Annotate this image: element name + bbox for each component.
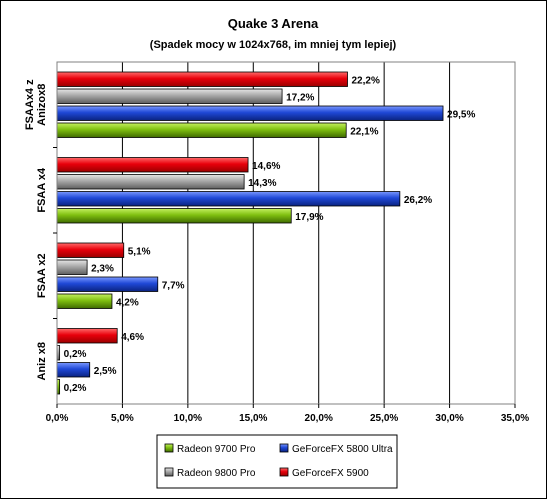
- data-label: 14,3%: [248, 178, 276, 189]
- legend-swatch: [164, 467, 174, 477]
- data-label: 7,7%: [162, 280, 185, 291]
- bar: [56, 293, 113, 309]
- data-label: 22,1%: [350, 126, 378, 137]
- bar: [56, 122, 347, 138]
- data-label: 5,1%: [128, 246, 151, 257]
- data-label: 4,2%: [116, 297, 139, 308]
- x-tick-label: 20,0%: [305, 413, 333, 424]
- category-label-line: FSAAx4 z: [24, 79, 36, 130]
- x-tick-label: 15,0%: [239, 413, 267, 424]
- data-label: 2,5%: [94, 366, 117, 377]
- y-axis: FSAAx4 zAnizox8 FSAA x4 FSAA x2 Aniz x8: [24, 79, 57, 381]
- legend-label: Radeon 9800 Pro: [177, 468, 256, 479]
- data-label: 22,2%: [352, 75, 380, 86]
- bar: [56, 276, 159, 292]
- bar: [56, 71, 348, 87]
- data-label: 17,9%: [295, 212, 323, 223]
- bar: [56, 259, 88, 275]
- bar: [56, 362, 91, 378]
- legend-label: GeForceFX 5900: [292, 468, 369, 479]
- data-label: 0,2%: [64, 383, 87, 394]
- x-axis: 0,0% 5,0% 10,0% 15,0% 20,0% 25,0% 30,0% 35,0%: [46, 404, 529, 424]
- data-label: 14,6%: [252, 161, 280, 172]
- category-label: FSAAx4 zAnizox8: [24, 79, 48, 130]
- bar: [56, 242, 125, 258]
- x-tick-label: 10,0%: [174, 413, 202, 424]
- category-label: Aniz x8: [36, 342, 48, 381]
- chart-subtitle: (Spadek mocy w 1024x768, im mniej tym le…: [150, 39, 397, 51]
- legend-label: Radeon 9700 Pro: [177, 444, 256, 455]
- legend-label: GeForceFX 5800 Ultra: [292, 444, 393, 455]
- legend-swatch: [164, 443, 174, 453]
- x-tick-label: 25,0%: [370, 413, 398, 424]
- chart-title: Quake 3 Arena: [228, 16, 319, 31]
- data-label: 0,2%: [64, 349, 87, 360]
- x-tick-label: 35,0%: [501, 413, 529, 424]
- data-label: 29,5%: [447, 109, 475, 120]
- category-label-line: FSAA x4: [36, 167, 48, 213]
- category-label-line: FSAA x2: [36, 253, 48, 298]
- data-labels: 22,2% 17,2% 29,5% 22,1% 14,6% 14,3% 26,2% 17,9%…: [64, 75, 476, 394]
- data-label: 4,6%: [121, 332, 144, 343]
- bar: [56, 174, 245, 190]
- legend: Radeon 9700 Pro GeForceFX 5800 Ultra Radeo…: [156, 434, 398, 489]
- legend-swatch: [279, 467, 289, 477]
- data-label: 26,2%: [404, 195, 432, 206]
- category-label: FSAA x2: [36, 253, 48, 298]
- bar: [56, 88, 283, 104]
- bars: [56, 71, 444, 395]
- category-label-line: Anizox8: [36, 84, 48, 126]
- category-label: FSAA x4: [36, 167, 48, 213]
- x-tick-label: 5,0%: [111, 413, 134, 424]
- bar: [56, 208, 292, 224]
- data-label: 17,2%: [286, 92, 314, 103]
- legend-swatch: [279, 443, 289, 453]
- x-tick-label: 0,0%: [46, 413, 69, 424]
- category-label-line: Aniz x8: [36, 342, 48, 381]
- data-label: 2,3%: [91, 263, 114, 274]
- bar: [56, 191, 401, 207]
- x-tick-label: 30,0%: [435, 413, 463, 424]
- bar: [56, 105, 444, 121]
- legend-box: [156, 434, 398, 489]
- bar: [56, 157, 249, 173]
- bar: [56, 328, 118, 344]
